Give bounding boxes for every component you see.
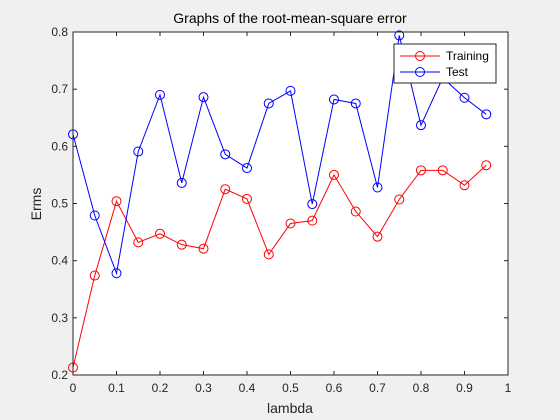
data-point-test xyxy=(459,92,470,103)
y-tick-label: 0.3 xyxy=(51,311,68,325)
plot-area xyxy=(73,32,508,375)
data-point-training xyxy=(111,196,122,207)
x-axis-label: lambda xyxy=(267,400,313,416)
x-tick-label: 0.5 xyxy=(282,381,299,395)
data-point-test xyxy=(155,89,165,100)
data-point-test xyxy=(111,268,122,279)
x-tick-label: 0.6 xyxy=(326,381,343,395)
x-tick-label: 0.1 xyxy=(108,381,125,395)
data-point-training xyxy=(329,169,339,180)
legend-box xyxy=(393,43,497,84)
data-point-test xyxy=(307,199,318,210)
data-point-test xyxy=(416,120,426,131)
data-point-test xyxy=(481,109,492,120)
data-point-test xyxy=(198,92,209,103)
series-line-test xyxy=(72,35,487,276)
data-point-training xyxy=(459,180,470,191)
data-point-test xyxy=(285,85,296,96)
legend-training-label: Training xyxy=(446,49,489,63)
data-point-training xyxy=(133,237,144,248)
x-tick-label: 0.4 xyxy=(239,381,256,395)
series-training xyxy=(68,160,492,373)
legend-test-marker xyxy=(415,67,425,77)
data-point-training xyxy=(437,165,448,176)
data-point-test xyxy=(372,182,383,193)
y-tick-label: 0.4 xyxy=(51,254,68,268)
data-point-test xyxy=(394,30,405,41)
data-point-training xyxy=(307,215,318,226)
data-point-test xyxy=(242,163,252,174)
data-point-training xyxy=(394,194,405,205)
legend-training-marker xyxy=(415,51,425,61)
data-point-test xyxy=(220,149,231,160)
chart-title: Graphs of the root-mean-square error xyxy=(173,10,407,26)
data-point-test xyxy=(133,146,144,157)
y-tick-label: 0.8 xyxy=(51,25,68,39)
data-point-training xyxy=(416,165,426,176)
y-tick-label: 0.2 xyxy=(51,368,68,382)
data-point-training xyxy=(89,270,100,281)
x-tick-label: 0.3 xyxy=(195,381,212,395)
data-point-training xyxy=(372,231,383,242)
x-tick-label: 0.2 xyxy=(152,381,169,395)
series-test xyxy=(68,30,492,279)
x-tick-label: 0.9 xyxy=(456,381,473,395)
y-tick-label: 0.6 xyxy=(51,139,68,153)
y-axis-label: Erms xyxy=(28,188,44,221)
data-point-test xyxy=(329,94,339,105)
data-point-training xyxy=(242,193,252,204)
data-point-training xyxy=(155,228,165,239)
data-point-training xyxy=(481,160,492,171)
legend-test-label: Test xyxy=(446,65,469,79)
x-tick-label: 0.7 xyxy=(369,381,386,395)
data-point-training xyxy=(285,218,296,229)
data-point-training xyxy=(198,243,209,254)
y-tick-label: 0.5 xyxy=(51,197,68,211)
data-point-test xyxy=(89,210,100,221)
legend: Training Test xyxy=(393,43,497,84)
data-point-training xyxy=(176,239,187,250)
tick-layer: 0 0.1 0.2 0.3 0.4 0.5 0.6 0.7 0.8 0.9 1 0.2 0.3 0.4 0.… xyxy=(51,25,511,395)
y-tick-label: 0.7 xyxy=(51,82,68,96)
x-tick-label: 0.8 xyxy=(413,381,430,395)
data-point-training xyxy=(263,249,274,260)
series-layer xyxy=(68,30,492,373)
data-point-test xyxy=(350,98,361,109)
data-point-training xyxy=(350,206,361,217)
data-point-test xyxy=(176,177,187,188)
x-tick-label: 1 xyxy=(505,381,512,395)
data-point-test xyxy=(263,98,274,109)
x-tick-label: 0 xyxy=(70,381,77,395)
series-line-training xyxy=(72,164,487,368)
data-point-training xyxy=(220,184,231,195)
